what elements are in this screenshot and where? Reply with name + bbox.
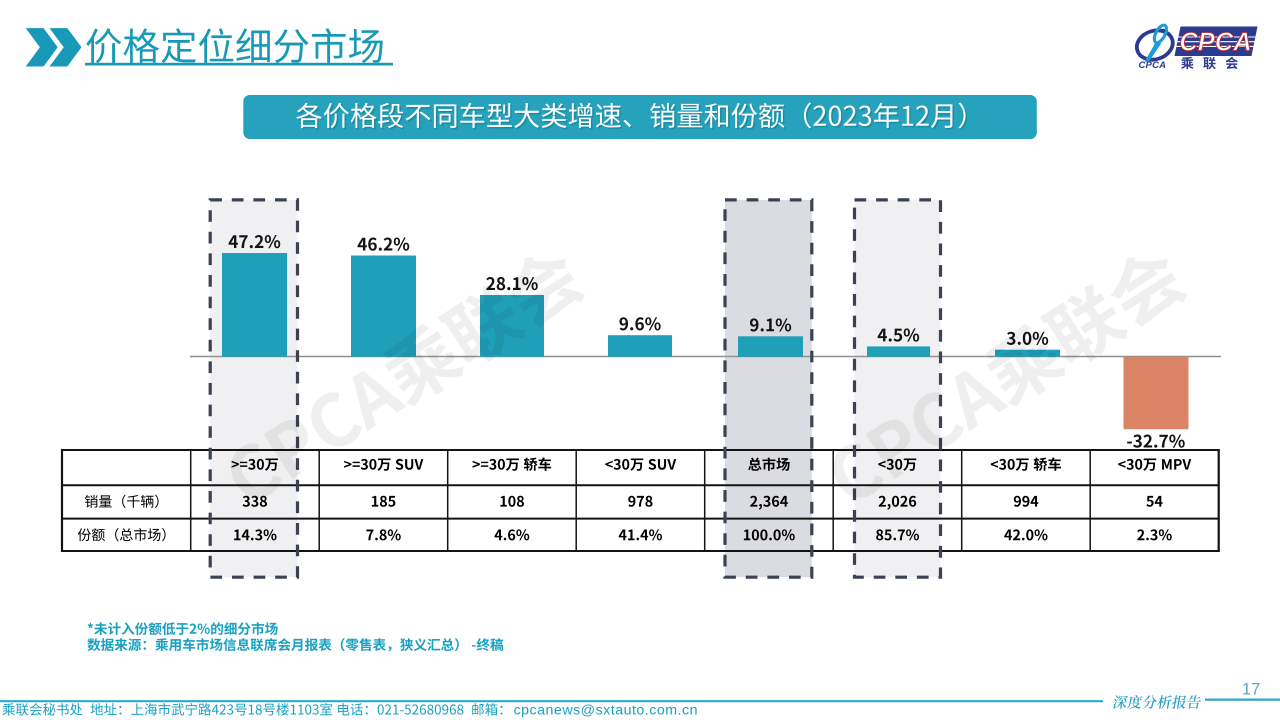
svg-text:CPCA: CPCA — [1139, 60, 1167, 71]
svg-text:17: 17 — [1242, 681, 1260, 699]
svg-text:CPCA: CPCA — [1179, 29, 1251, 57]
svg-text:cpcanews@sxtauto.com.cn: cpcanews@sxtauto.com.cn — [514, 703, 698, 719]
